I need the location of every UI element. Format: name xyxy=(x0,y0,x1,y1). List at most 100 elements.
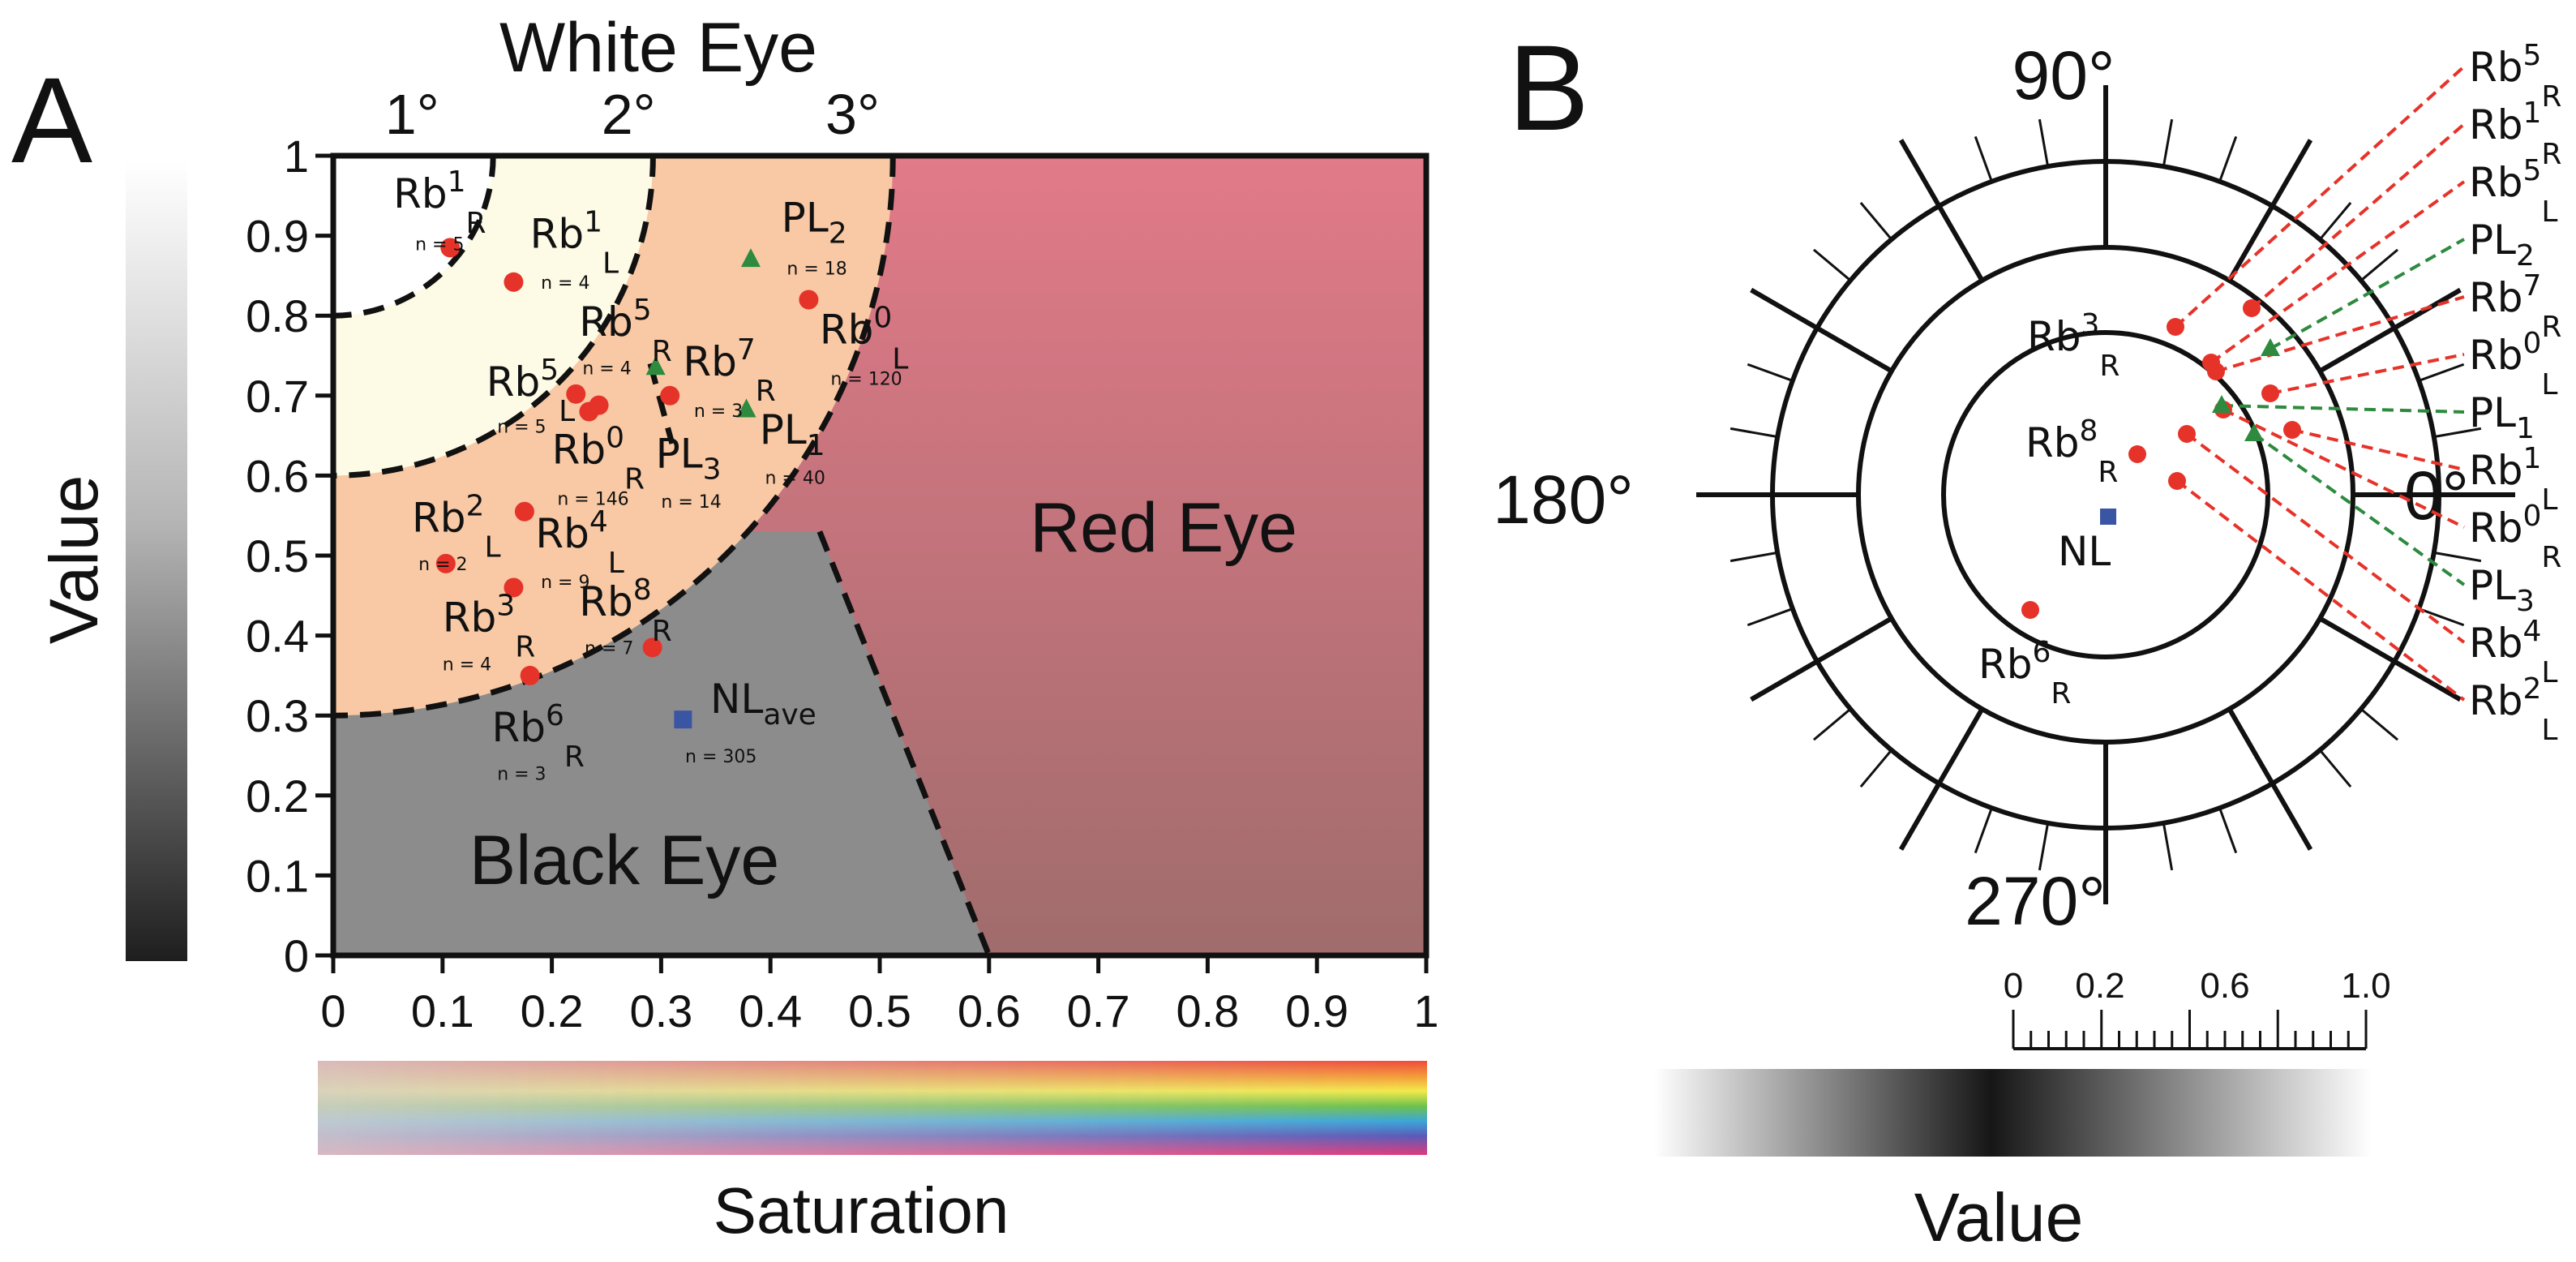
point-n-label: n = 9 xyxy=(541,573,589,593)
point-n-label: n = 120 xyxy=(830,369,902,389)
panel-a-chart: Value 0 0.1 0.2 0.3 0.4 0.5 0.6 0.7 0.8 0.9 100.10… xyxy=(36,9,1439,1247)
point-n-label: n = 4 xyxy=(582,359,631,380)
point-label: Rb0R xyxy=(552,421,645,496)
degree-labels: 1° 2° 3° xyxy=(385,83,880,146)
polar-point-label: Rb6R xyxy=(1978,636,2071,711)
y-tick-label: 0.8 xyxy=(246,290,309,341)
y-tick-label: 0.7 xyxy=(246,371,309,422)
polar-tick xyxy=(1747,607,1794,627)
legend-leader-line xyxy=(2221,404,2465,414)
scale-tick-label: 0.2 xyxy=(2075,966,2124,1006)
data-points xyxy=(435,238,819,729)
point-label: PL3 xyxy=(656,431,722,487)
data-point-green xyxy=(740,248,761,268)
panel-label-a: A xyxy=(11,52,92,188)
point-n-label: n = 3 xyxy=(694,401,743,422)
polar-tick xyxy=(1974,135,1993,182)
legend-label: Rb4L xyxy=(2469,615,2557,690)
x-tick-label: 0.7 xyxy=(1067,985,1130,1037)
polar-point-red xyxy=(2243,299,2261,317)
value-scale-label: Value xyxy=(1914,1179,2084,1256)
data-point-red xyxy=(514,501,534,522)
data-point-red xyxy=(660,385,680,406)
polar-points xyxy=(2021,299,2301,619)
polar-tick xyxy=(2360,708,2399,741)
polar-tick xyxy=(1747,363,1794,382)
polar-point-green xyxy=(2261,338,2280,356)
polar-tick xyxy=(1750,287,1819,331)
y-tick-label: 0.2 xyxy=(246,771,309,822)
x-tick-label: 0.1 xyxy=(411,985,474,1037)
polar-point-blue xyxy=(2100,509,2116,525)
polar-point-red xyxy=(2178,425,2196,443)
saturation-gradient-fade xyxy=(318,1061,1427,1155)
point-label: NLave xyxy=(710,676,817,732)
polar-point-red xyxy=(2261,384,2279,402)
red-eye-label: Red Eye xyxy=(1030,489,1297,567)
value-scale: 0 0.2 0.6 1.0 xyxy=(2004,966,2391,1050)
point-label: Rb5L xyxy=(486,353,575,428)
polar-tick xyxy=(2418,363,2465,382)
polar-spoke xyxy=(2318,325,2396,374)
legend-leader-line xyxy=(2270,238,2465,350)
legend-label: Rb1L xyxy=(2469,442,2557,517)
polar-tick xyxy=(2218,135,2238,182)
legend-leader-line xyxy=(2252,432,2466,586)
point-n-label: n = 18 xyxy=(787,259,847,279)
polar-point-red xyxy=(2168,472,2186,490)
y-tick-label: 0.3 xyxy=(246,690,309,741)
data-point-green xyxy=(736,398,757,418)
polar-tick xyxy=(2270,139,2313,208)
point-label: Rb7R xyxy=(683,333,775,409)
polar-spoke xyxy=(2318,616,2396,664)
point-n-label: n = 4 xyxy=(541,273,589,294)
data-point-red xyxy=(642,637,662,658)
data-point-red xyxy=(566,384,586,404)
legend-leader-line xyxy=(2175,479,2466,702)
legend-label: Rb5L xyxy=(2469,154,2557,230)
legend-label: PL2 xyxy=(2469,217,2535,273)
polar-tick xyxy=(1898,782,1942,851)
scale-tick-label: 0.6 xyxy=(2200,966,2249,1006)
region-boundaries xyxy=(333,156,992,955)
scale-tick-label: 1.0 xyxy=(2341,966,2390,1006)
polar-spoke xyxy=(1815,616,1893,664)
point-n-label: n = 5 xyxy=(497,418,546,438)
polar-tick xyxy=(2433,427,2482,439)
legend-label: Rb5R xyxy=(2469,39,2561,114)
data-point-red xyxy=(440,238,461,258)
legend-leader-line xyxy=(2270,353,2465,395)
legend-label: Rb1R xyxy=(2469,97,2561,172)
polar-tick xyxy=(1898,139,1942,208)
polar-labels: Rb3R Rb8R NL Rb6R xyxy=(1978,308,2120,711)
data-point-blue xyxy=(674,710,692,729)
angle-label-90: 90° xyxy=(2012,37,2115,114)
polar-tick xyxy=(1812,248,1852,281)
polar-tick xyxy=(2038,118,2050,167)
legend-label: PL1 xyxy=(2469,389,2535,445)
polar-tick xyxy=(1859,749,1892,788)
data-point-red xyxy=(520,665,540,685)
chart-title: White Eye xyxy=(499,9,817,87)
polar-tick xyxy=(2319,749,2352,788)
y-tick-label: 0 xyxy=(284,930,309,981)
regions xyxy=(333,156,1426,955)
polar-tick xyxy=(2162,118,2174,167)
value-gradient-bar xyxy=(126,162,187,961)
point-label: Rb3R xyxy=(443,589,535,664)
point-n-label: n = 5 xyxy=(415,235,464,255)
legend-leader-line xyxy=(2210,180,2466,364)
degree-label: 3° xyxy=(825,83,880,146)
polar-tick xyxy=(2433,551,2482,563)
polar-tick xyxy=(1729,551,1778,563)
point-label: Rb8R xyxy=(579,573,671,648)
polar-point-label: Rb3R xyxy=(2027,308,2120,384)
legend-label: Rb7R xyxy=(2469,269,2561,345)
legend-leader-lines xyxy=(2174,65,2466,702)
polar-tick xyxy=(1750,659,1819,702)
point-n-label: n = 2 xyxy=(418,555,467,575)
data-point-red xyxy=(579,401,599,422)
polar-point-green xyxy=(2212,395,2231,413)
